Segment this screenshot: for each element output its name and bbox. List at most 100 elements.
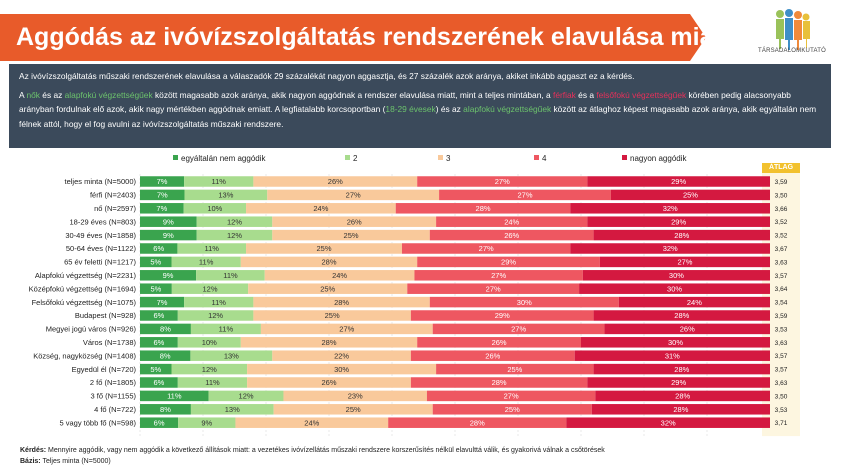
- row-label: 4 fő (N=722): [94, 405, 136, 414]
- data-label: 12%: [202, 284, 217, 293]
- data-label: 7%: [157, 298, 168, 307]
- bar-segment: [599, 256, 770, 268]
- bar-segment: [246, 243, 402, 254]
- data-label: 11%: [212, 177, 227, 186]
- data-label: 6%: [154, 418, 165, 427]
- row-label: 5 vagy több fő (N=598): [59, 418, 136, 427]
- avg-value: 3,53: [775, 407, 788, 414]
- avg-value: 3,50: [775, 192, 788, 199]
- row-label: Község, nagyközség (N=1408): [33, 351, 136, 360]
- data-label: 23%: [348, 392, 363, 401]
- bar-segment: [190, 323, 261, 335]
- data-label: 12%: [227, 231, 242, 240]
- data-label: 28%: [321, 258, 336, 267]
- bar-segment: [574, 350, 770, 361]
- info-text-segment: körében pedig alacsonyabb arányban fordu…: [19, 90, 791, 115]
- legend-label: 4: [542, 154, 547, 163]
- highlight-text: nők: [26, 90, 40, 101]
- atlag-header: ÁTLAG: [762, 163, 800, 173]
- bar-segment: [395, 203, 571, 214]
- legend-item: 4: [534, 154, 546, 166]
- bar-segment: [140, 203, 184, 214]
- avg-value: 3,59: [775, 179, 788, 186]
- highlight-text: alapfokú végzettségűek: [463, 104, 552, 115]
- bar-segment: [283, 390, 427, 402]
- bar-segment: [140, 417, 179, 428]
- data-label: 7%: [157, 191, 168, 200]
- info-paragraph-2: A nők és az alapfokú végzettségűek közöt…: [19, 88, 821, 131]
- data-label: 32%: [663, 244, 678, 253]
- logo-caption: TÁRSADALOMKUTATÓ: [758, 48, 826, 54]
- data-label: 11%: [223, 271, 238, 280]
- bar-segment: [593, 363, 770, 375]
- info-text-segment: A: [19, 90, 27, 101]
- data-label: 10%: [207, 204, 222, 213]
- row-label: 18-29 éves (N=803): [70, 217, 137, 226]
- bar-segment: [248, 283, 408, 294]
- bar-segment: [587, 176, 770, 187]
- bar-segment: [610, 189, 770, 201]
- legend-item: nagyon aggódik: [622, 154, 687, 166]
- data-label: 6%: [153, 311, 164, 320]
- legend-swatch: [438, 155, 443, 160]
- row-label: nő (N=2597): [94, 204, 136, 213]
- row-label: férfi (N=2403): [90, 191, 137, 200]
- data-label: 27%: [511, 325, 526, 334]
- data-label: 27%: [504, 392, 519, 401]
- data-label: 27%: [495, 177, 510, 186]
- bar-segment: [272, 350, 411, 361]
- info-text-segment: között magasabb azok aránya, akik nagyon…: [152, 90, 554, 101]
- data-label: 11%: [199, 258, 214, 267]
- data-label: 5%: [150, 365, 161, 374]
- data-label: 27%: [517, 191, 532, 200]
- data-label: 27%: [346, 191, 361, 200]
- data-label: 28%: [674, 365, 689, 374]
- bar-segment: [171, 363, 248, 375]
- data-label: 27%: [486, 284, 501, 293]
- data-label: 26%: [328, 177, 343, 186]
- row-label: 3 fő (N=1155): [90, 392, 136, 401]
- legend-swatch: [345, 155, 350, 160]
- avg-value: 3,57: [775, 273, 788, 280]
- data-label: 26%: [485, 351, 500, 360]
- avg-value: 3,64: [775, 286, 788, 293]
- bar-segment: [247, 363, 437, 375]
- info-box: Az ivóvízszolgáltatás műszaki rendszerén…: [9, 64, 831, 148]
- data-label: 26%: [504, 231, 519, 240]
- data-label: 28%: [674, 311, 689, 320]
- info-paragraph-1: Az ivóvízszolgáltatás műszaki rendszerén…: [19, 71, 635, 81]
- bar-segment: [436, 216, 588, 227]
- data-label: 30%: [334, 365, 349, 374]
- bar-segment: [171, 283, 249, 294]
- data-label: 8%: [160, 351, 171, 360]
- data-label: 29%: [671, 217, 686, 226]
- bar-segment: [253, 296, 430, 308]
- bar-segment: [429, 229, 594, 241]
- avg-value: 3,52: [775, 219, 788, 226]
- bar-segment: [140, 256, 172, 268]
- bar-segment: [140, 310, 178, 321]
- page-title: Aggódás az ivóvízszolgáltatás rendszerén…: [16, 23, 731, 51]
- row-label: 65 év feletti (N=1217): [64, 258, 136, 267]
- legend-label: 2: [353, 154, 358, 163]
- data-label: 27%: [339, 325, 354, 334]
- highlight-text: férfiak: [553, 90, 576, 101]
- avg-value: 3,71: [775, 420, 788, 427]
- data-label: 30%: [669, 271, 684, 280]
- bar-segment: [178, 417, 236, 428]
- data-label: 27%: [491, 271, 506, 280]
- bar-segment: [140, 176, 185, 187]
- legend-swatch: [534, 155, 539, 160]
- bar-segment: [140, 390, 209, 402]
- data-label: 6%: [153, 338, 164, 347]
- bar-segment: [140, 229, 197, 241]
- data-label: 30%: [668, 338, 683, 347]
- data-label: 25%: [317, 244, 332, 253]
- avg-value: 3,59: [775, 313, 788, 320]
- data-label: 26%: [492, 338, 507, 347]
- data-label: 29%: [501, 258, 516, 267]
- data-label: 8%: [160, 325, 171, 334]
- bar-segment: [570, 203, 770, 214]
- bar-segment: [240, 337, 418, 348]
- bar-segment: [183, 203, 247, 214]
